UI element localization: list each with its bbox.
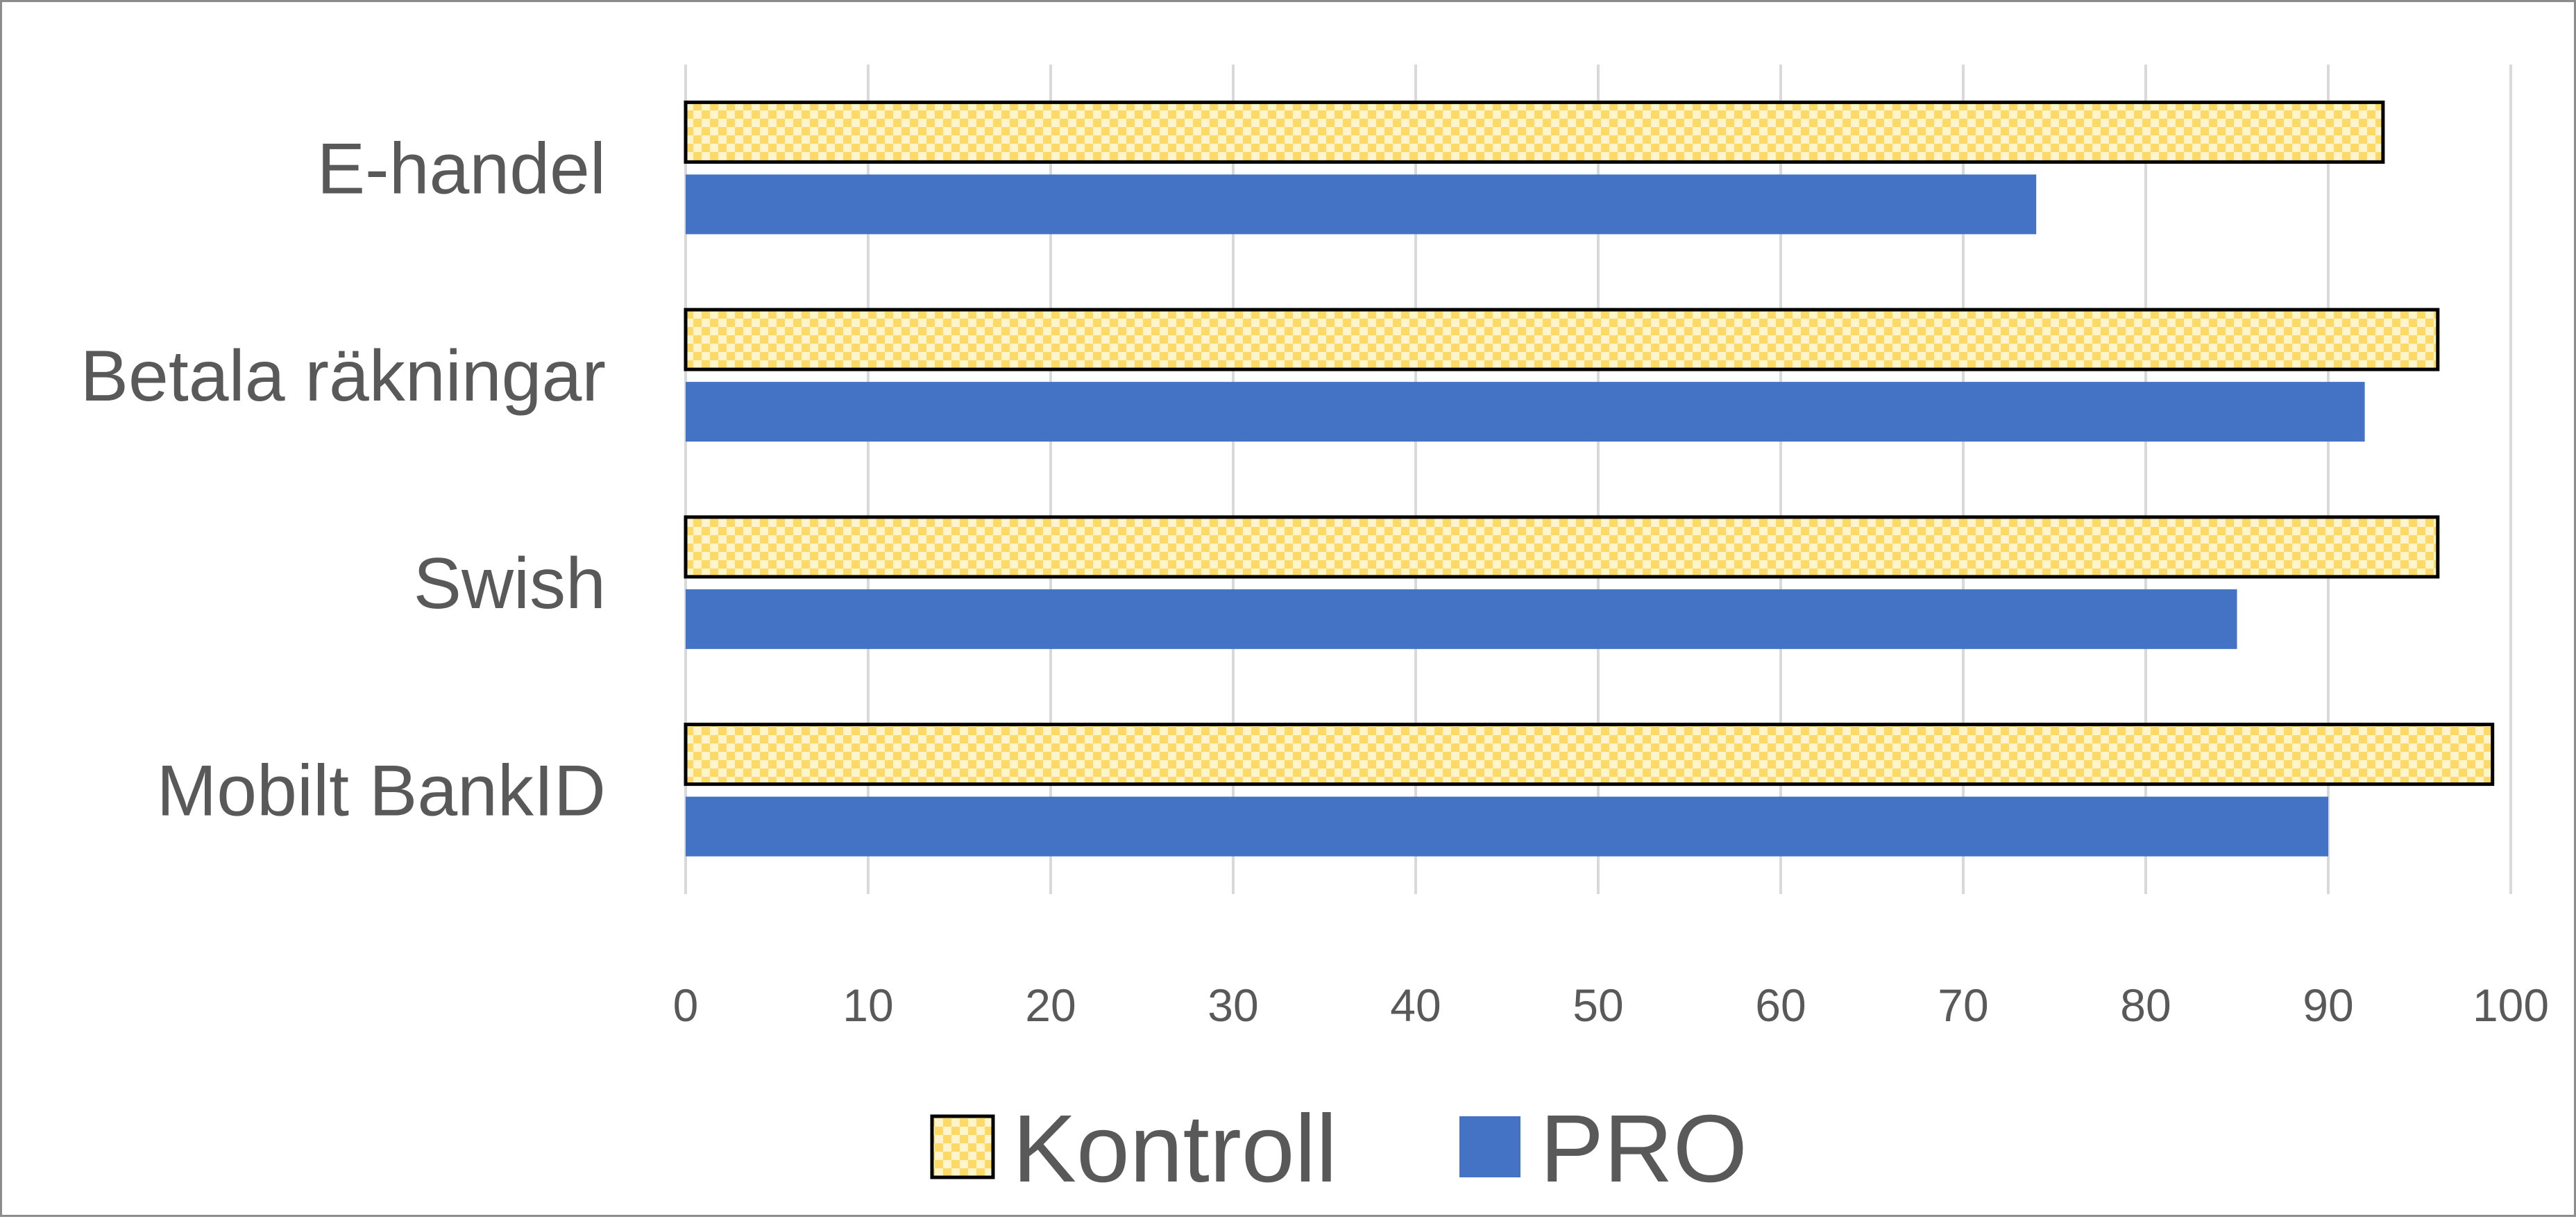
bar-kontroll-0 — [684, 100, 2385, 164]
bar-kontroll-1 — [684, 308, 2440, 371]
x-tick-label: 10 — [842, 980, 893, 1031]
bar-kontroll-2 — [684, 515, 2440, 579]
legend-label-kontroll: Kontroll — [1012, 1095, 1337, 1202]
x-axis: 0 10 20 30 40 50 60 70 80 90 100 — [673, 980, 2549, 1031]
bar-pro-3 — [686, 796, 2328, 857]
bars — [684, 100, 2495, 857]
x-tick-label: 20 — [1025, 980, 1076, 1031]
bar-kontroll-3 — [684, 723, 2495, 787]
y-category-label: E-handel — [317, 128, 606, 209]
x-tick-label: 90 — [2303, 980, 2353, 1031]
x-tick-label: 0 — [673, 980, 699, 1031]
x-tick-label: 70 — [1938, 980, 1988, 1031]
x-tick-label: 40 — [1390, 980, 1441, 1031]
y-category-label: Betala räkningar — [80, 336, 606, 417]
legend-label-pro: PRO — [1540, 1095, 1747, 1202]
y-axis: E-handel Betala räkningar Swish Mobilt Bank… — [80, 128, 606, 831]
bar-pro-2 — [686, 589, 2237, 649]
bar-pro-0 — [686, 174, 2037, 235]
legend: Kontroll PRO — [930, 1095, 1747, 1202]
y-category-label: Swish — [414, 544, 606, 624]
x-tick-label: 50 — [1573, 980, 1623, 1031]
bar-pro-1 — [686, 382, 2365, 442]
legend-swatch-kontroll — [930, 1114, 995, 1179]
x-tick-label: 60 — [1755, 980, 1806, 1031]
x-tick-label: 100 — [2473, 980, 2549, 1031]
legend-swatch-pro — [1459, 1116, 1520, 1177]
x-tick-label: 80 — [2120, 980, 2171, 1031]
x-tick-label: 30 — [1208, 980, 1258, 1031]
y-category-label: Mobilt BankID — [157, 751, 606, 832]
